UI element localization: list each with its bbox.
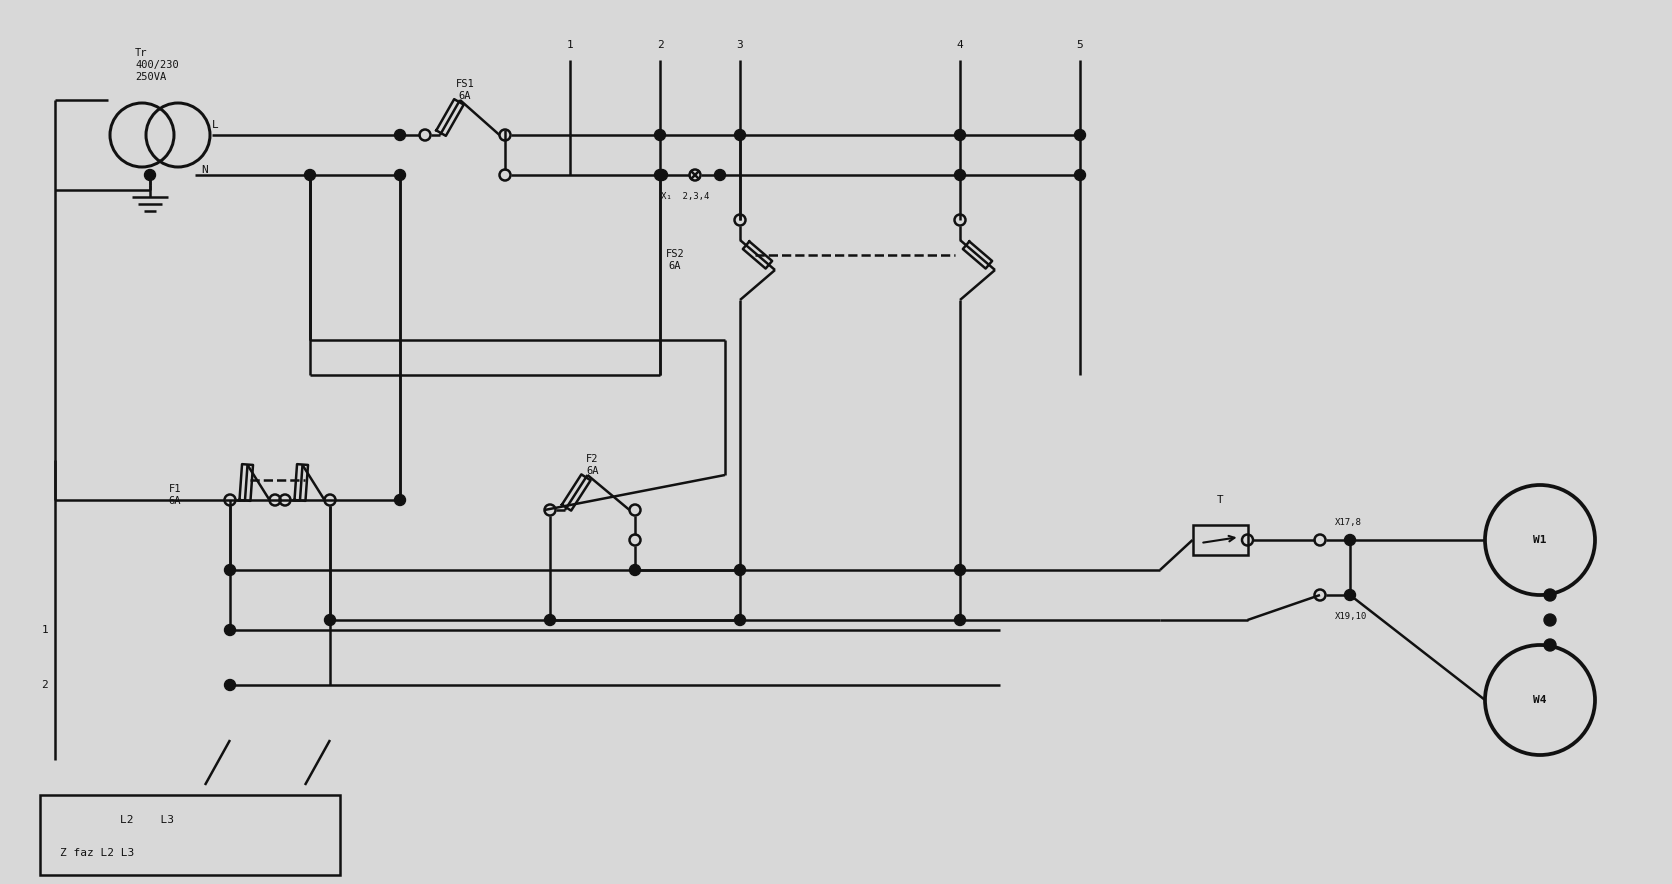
Circle shape [1075, 129, 1085, 141]
Text: X17,8: X17,8 [1334, 517, 1363, 527]
Text: 3: 3 [737, 40, 744, 50]
Text: FS2
6A: FS2 6A [665, 249, 684, 271]
Bar [40, 795, 339, 875]
Text: L: L [212, 120, 219, 130]
Circle shape [955, 129, 965, 141]
Circle shape [734, 129, 746, 141]
Circle shape [955, 170, 965, 180]
Circle shape [545, 614, 555, 626]
Text: 2: 2 [42, 680, 48, 690]
Circle shape [734, 614, 746, 626]
Circle shape [654, 129, 665, 141]
Circle shape [654, 170, 665, 180]
Circle shape [1075, 170, 1085, 180]
Circle shape [629, 565, 640, 575]
Circle shape [955, 565, 965, 575]
Text: 2: 2 [657, 40, 664, 50]
Bar [1192, 525, 1247, 555]
Text: F1
6A: F1 6A [169, 484, 181, 506]
Text: FS1
6A: FS1 6A [456, 80, 475, 101]
Circle shape [1543, 589, 1557, 601]
Circle shape [714, 170, 726, 180]
Circle shape [224, 680, 236, 690]
Circle shape [734, 565, 746, 575]
Circle shape [1344, 590, 1356, 600]
Text: W4: W4 [1533, 695, 1547, 705]
Text: Z faz L2 L3: Z faz L2 L3 [60, 848, 134, 858]
Circle shape [395, 170, 406, 180]
Circle shape [395, 494, 406, 506]
Circle shape [955, 614, 965, 626]
Text: 1: 1 [567, 40, 573, 50]
Circle shape [144, 170, 155, 180]
Text: X₁  2,3,4: X₁ 2,3,4 [660, 193, 709, 202]
Text: F2
6A: F2 6A [587, 454, 599, 476]
Circle shape [224, 565, 236, 575]
Text: Tr
400/230
250VA: Tr 400/230 250VA [135, 49, 179, 81]
Circle shape [1543, 639, 1557, 651]
Circle shape [304, 170, 316, 180]
Circle shape [324, 614, 336, 626]
Circle shape [224, 624, 236, 636]
Text: 5: 5 [1077, 40, 1083, 50]
Circle shape [657, 170, 667, 180]
Text: X19,10: X19,10 [1334, 613, 1368, 621]
Text: L2    L3: L2 L3 [120, 815, 174, 825]
Circle shape [395, 129, 406, 141]
Text: 4: 4 [956, 40, 963, 50]
Text: 1: 1 [42, 625, 48, 635]
Text: W1: W1 [1533, 535, 1547, 545]
Text: N: N [202, 165, 209, 175]
Text: T: T [1217, 495, 1224, 505]
Circle shape [1344, 535, 1356, 545]
Circle shape [1543, 614, 1557, 626]
